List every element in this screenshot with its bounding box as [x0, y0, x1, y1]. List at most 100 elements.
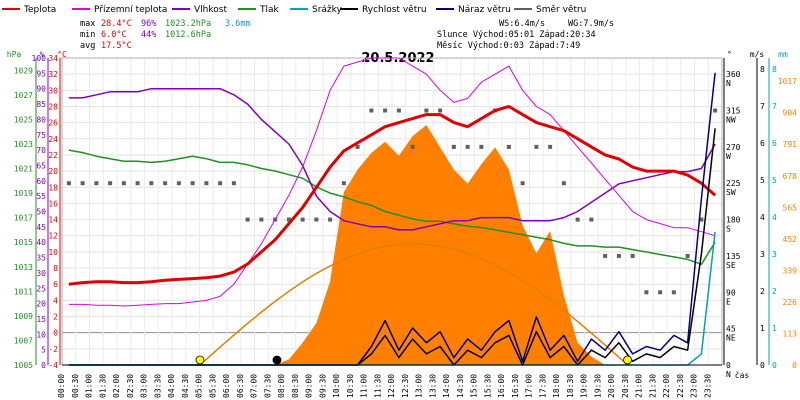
- tick-wm2: 0: [792, 361, 797, 370]
- tick-percent: 80: [36, 115, 46, 124]
- tick-time: 14:30: [456, 374, 465, 398]
- tick-time: 04:30: [181, 374, 190, 398]
- wind-direction-point: [438, 108, 443, 113]
- tick-direction: E: [726, 297, 731, 306]
- tick-celsius: 24: [48, 135, 58, 144]
- tick-percent: 70: [36, 146, 46, 155]
- tick-time: 05:00: [195, 374, 204, 398]
- tick-time: 02:00: [112, 374, 121, 398]
- stat-min-pressure: 1012.6hPa: [165, 30, 211, 40]
- tick-percent: 95: [36, 69, 46, 78]
- wind-direction-point: [506, 144, 511, 149]
- temperature-line: [68, 105, 717, 286]
- svg-text:Náraz větru: Náraz větru: [458, 5, 511, 15]
- tick-hpa: 1007: [14, 336, 33, 345]
- tick-percent: 100: [32, 54, 47, 63]
- tick-wm2: 565: [783, 203, 798, 212]
- tick-degrees: 0: [726, 361, 731, 370]
- wind-direction-point: [451, 144, 456, 149]
- stat-avg-temp: 17.5°C: [101, 41, 132, 51]
- tick-celsius: 14: [48, 216, 58, 225]
- tick-time: 23:30: [703, 374, 712, 398]
- wind-direction-point: [245, 217, 250, 222]
- tick-mm: 3: [772, 250, 777, 259]
- legend: Teplota Přízemní teplota Vlhkost Tlak Sr…: [2, 5, 586, 15]
- tick-mm: 2: [772, 287, 777, 296]
- tick-time: 02:30: [126, 374, 135, 398]
- tick-wm2: 452: [783, 235, 798, 244]
- wind-direction-point: [658, 290, 663, 295]
- stat-sun-times: Slunce Východ:05:01 Západ:20:34: [437, 30, 596, 40]
- tick-direction: N: [726, 370, 731, 379]
- tick-percent: 15: [36, 315, 46, 324]
- tick-percent: 20: [36, 300, 46, 309]
- tick-hpa: 1027: [14, 91, 33, 100]
- legend-item-ground-temperature: Přízemní teplota: [72, 5, 167, 15]
- tick-time: 20:30: [621, 374, 630, 398]
- tick-time: 21:00: [635, 374, 644, 398]
- tick-mm: 5: [772, 176, 777, 185]
- tick-time: 19:00: [580, 374, 589, 398]
- legend-item-wind-gust: Náraz větru: [436, 5, 511, 15]
- tick-wm2: 904: [783, 109, 798, 118]
- wind-direction-point: [369, 108, 374, 113]
- tick-mm: 6: [772, 139, 777, 148]
- legend-item-rain: Srážky: [290, 5, 343, 15]
- tick-celsius: 28: [48, 102, 58, 111]
- tick-celsius: 30: [48, 86, 58, 95]
- tick-time: 18:00: [552, 374, 561, 398]
- axis-label-ms: m/s: [750, 50, 765, 59]
- tick-time: 07:30: [263, 374, 272, 398]
- tick-ms: 4: [760, 213, 765, 222]
- wind-direction-point: [218, 181, 223, 186]
- wind-direction-point: [410, 144, 415, 149]
- tick-mm: 8: [772, 65, 777, 74]
- wind-direction-point: [135, 181, 140, 186]
- tick-hpa: 1019: [14, 189, 33, 198]
- svg-text:Směr větru: Směr větru: [536, 5, 586, 15]
- tick-time: 06:00: [222, 374, 231, 398]
- stat-max-humidity: 96%: [141, 19, 156, 29]
- tick-time: 01:30: [98, 374, 107, 398]
- stat-max-label: max: [80, 19, 95, 29]
- stat-avg-label: avg: [80, 41, 95, 51]
- tick-direction: S: [726, 225, 731, 234]
- ground-temperature-line: [68, 57, 716, 307]
- tick-time: 15:00: [470, 374, 479, 398]
- axis-label-percent: %: [40, 50, 45, 59]
- tick-hpa: 1021: [14, 165, 33, 174]
- wind-direction-point: [630, 253, 635, 258]
- tick-time: 01:00: [85, 374, 94, 398]
- wind-direction-point: [286, 217, 291, 222]
- tick-mm: 4: [772, 213, 777, 222]
- wind-direction-point: [575, 217, 580, 222]
- tick-direction: NW: [726, 116, 736, 125]
- tick-celsius: 12: [48, 232, 58, 241]
- tick-celsius: 32: [48, 70, 58, 79]
- wind-direction-point: [328, 217, 333, 222]
- tick-time: 20:00: [607, 374, 616, 398]
- tick-degrees: 360: [726, 70, 741, 79]
- svg-text:Vlhkost: Vlhkost: [194, 5, 227, 15]
- tick-time: 03:00: [140, 374, 149, 398]
- tick-ms: 1: [760, 324, 765, 333]
- legend-item-temperature: Teplota: [2, 5, 56, 15]
- tick-time: 16:30: [511, 374, 520, 398]
- tick-hpa: 1013: [14, 263, 33, 272]
- wind-direction-point: [355, 144, 360, 149]
- tick-degrees: 90: [726, 288, 736, 297]
- tick-wm2: 678: [783, 172, 798, 181]
- axis-label-hpa: hPa: [7, 50, 22, 59]
- tick-percent: 90: [36, 85, 46, 94]
- tick-hpa: 1029: [14, 66, 33, 75]
- wind-direction-point: [163, 181, 168, 186]
- tick-direction: W: [726, 152, 731, 161]
- tick-celsius: 22: [48, 151, 58, 160]
- stat-min-temp: 6.0°C: [101, 30, 127, 40]
- wind-direction-point: [121, 181, 126, 186]
- wind-direction-point: [383, 108, 388, 113]
- tick-time: 04:00: [167, 374, 176, 398]
- tick-direction: SW: [726, 188, 736, 197]
- tick-percent: 0: [41, 361, 46, 370]
